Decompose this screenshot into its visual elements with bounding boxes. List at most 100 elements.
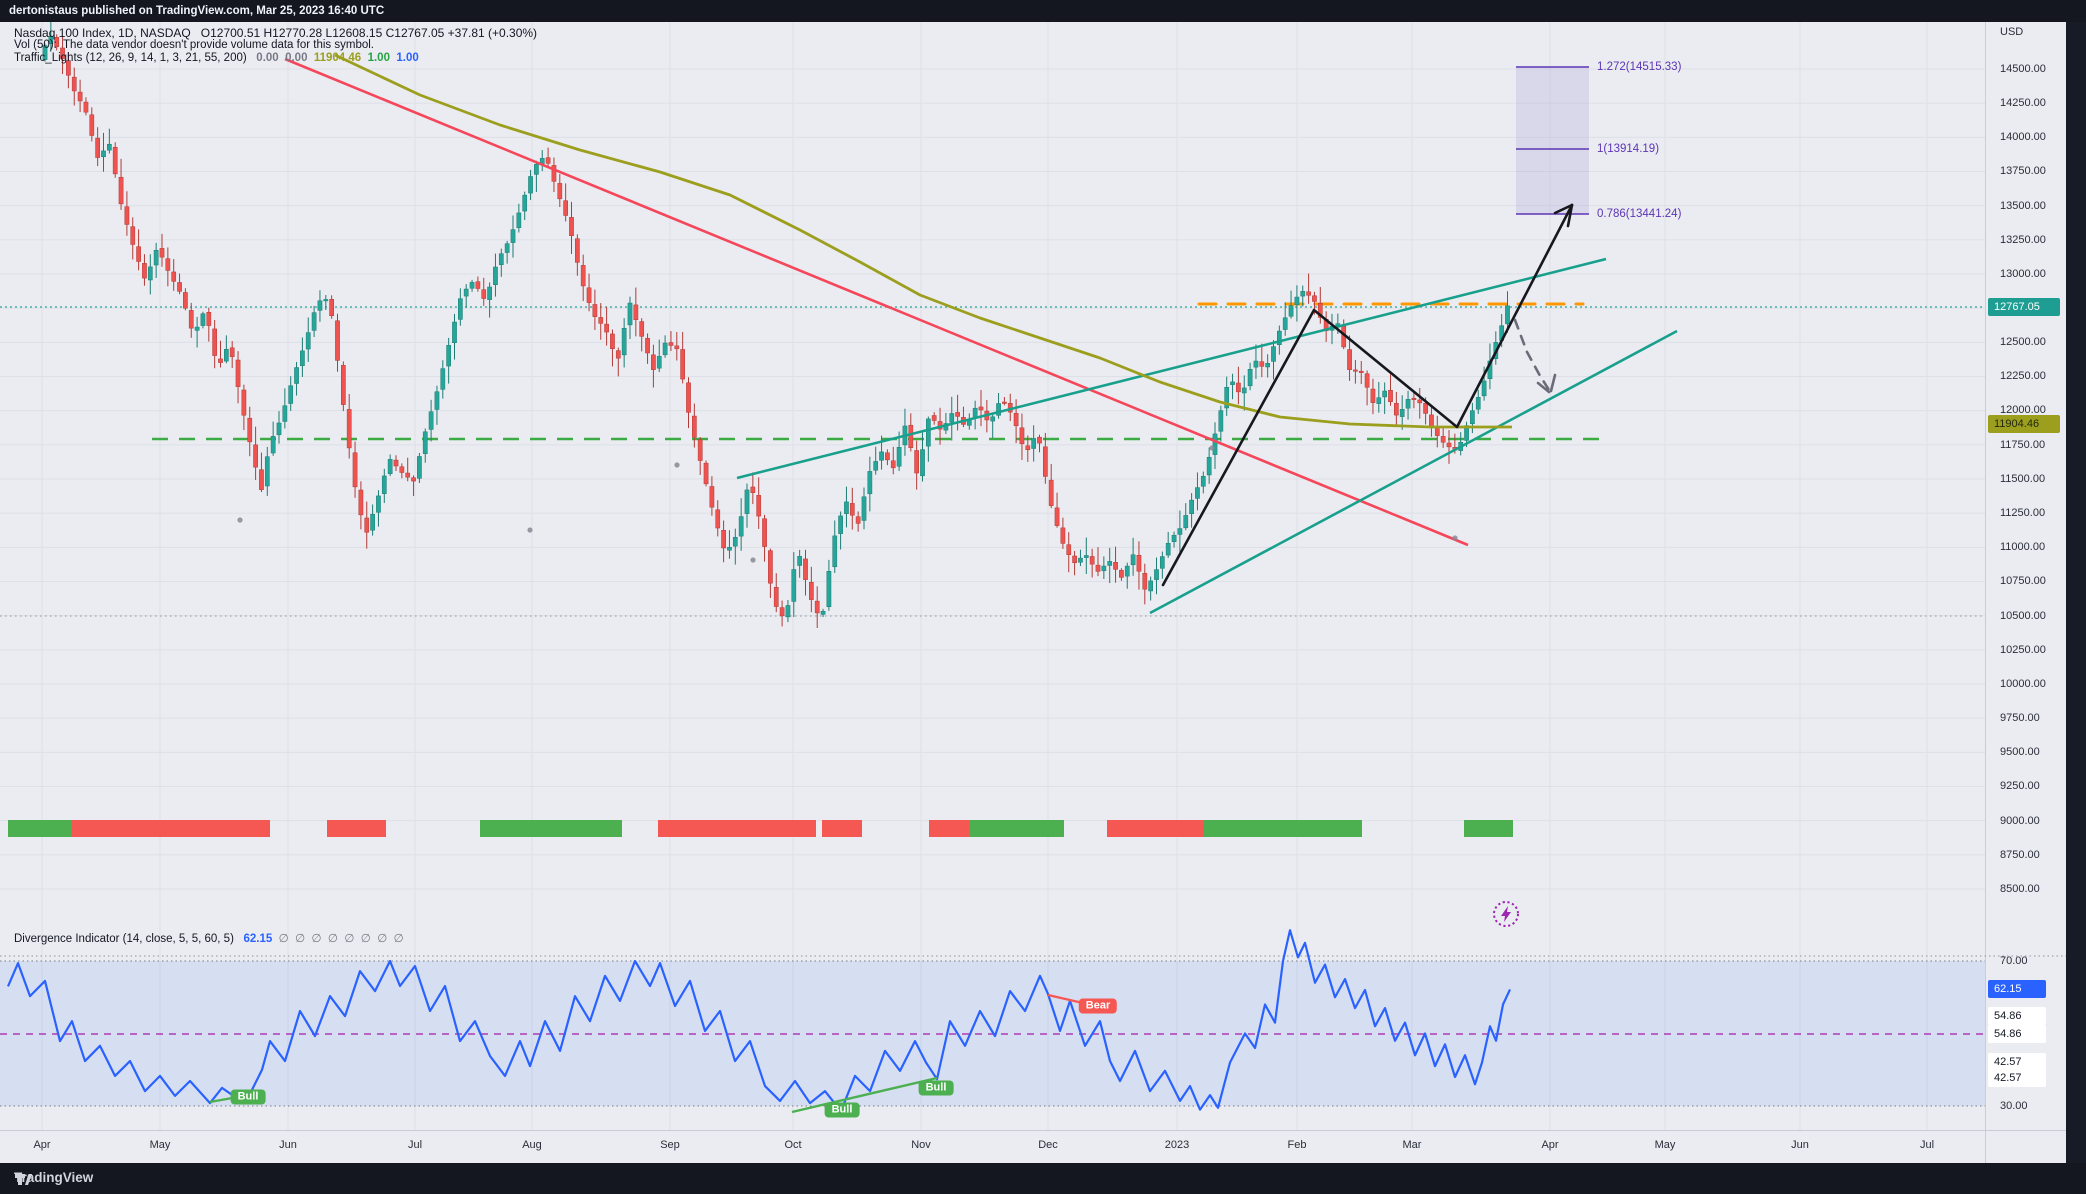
arrowhead-stroke bbox=[1553, 203, 1574, 215]
bull-signal-badge: Bull bbox=[230, 1089, 266, 1105]
candle-body bbox=[341, 365, 346, 405]
time-axis-label[interactable]: Jun bbox=[279, 1139, 297, 1151]
time-axis-label[interactable]: Aug bbox=[522, 1139, 542, 1151]
time-axis[interactable]: Apr May Jun Jul Aug Sep Oct Nov Dec 2023 Feb Mar Apr… bbox=[0, 1130, 2066, 1164]
fib-extension-box bbox=[1516, 67, 1589, 214]
traffic-lights-label[interactable]: Traffic_Lights (12, 26, 9, 14, 1, 3, 21,… bbox=[14, 52, 247, 64]
time-axis-label[interactable]: Jul bbox=[1919, 1139, 1935, 1151]
candle-body bbox=[422, 431, 428, 454]
candle-body bbox=[738, 516, 744, 537]
tradingview-logo[interactable]: TradingView bbox=[14, 1170, 93, 1185]
candle-body bbox=[1048, 479, 1054, 506]
candle-body bbox=[364, 517, 370, 533]
candle-body bbox=[575, 238, 580, 263]
divergence-indicator-row[interactable]: Divergence Indicator (14, close, 5, 5, 6… bbox=[14, 931, 404, 945]
data-gap-dot bbox=[1209, 445, 1215, 451]
candle-body bbox=[955, 412, 960, 417]
main-chart-canvas[interactable] bbox=[0, 22, 2066, 1163]
candle-body bbox=[1353, 369, 1358, 372]
time-axis-label[interactable]: Jun bbox=[1791, 1139, 1809, 1151]
candle-body bbox=[1382, 390, 1388, 398]
candle-body bbox=[692, 415, 697, 438]
time-axis-label[interactable]: Dec bbox=[1038, 1139, 1058, 1151]
candle-body bbox=[645, 337, 650, 354]
divergence-null-value: ∅ bbox=[272, 933, 289, 945]
divergence-null-value: ∅ bbox=[370, 933, 388, 945]
candle-body bbox=[247, 417, 253, 443]
traffic-light-segment bbox=[929, 820, 969, 837]
candle-body bbox=[1113, 562, 1118, 570]
candle-body bbox=[861, 496, 867, 521]
candle-body bbox=[165, 258, 171, 271]
candle-body bbox=[1259, 361, 1265, 367]
volume-indicator-label[interactable]: Vol (50) bbox=[14, 39, 54, 51]
divergence-null-value: ∅ bbox=[387, 933, 404, 945]
divergence-indicator-label[interactable]: Divergence Indicator (14, close, 5, 5, 6… bbox=[14, 933, 234, 945]
candle-body bbox=[1411, 397, 1417, 400]
candle-body bbox=[1429, 414, 1434, 427]
candle-body bbox=[329, 299, 334, 317]
candle-body bbox=[832, 535, 838, 568]
traffic-lights-value: 0.00 bbox=[278, 52, 308, 64]
time-axis-label[interactable]: Jul bbox=[407, 1139, 423, 1151]
traffic-light-segment bbox=[1107, 820, 1204, 837]
candle-body bbox=[393, 459, 399, 467]
indicator-value-badge: 54.86 bbox=[1988, 1025, 2046, 1043]
candle-body bbox=[159, 248, 165, 258]
candle-body bbox=[1399, 409, 1405, 417]
time-axis-label[interactable]: Mar bbox=[1402, 1139, 1422, 1151]
traffic-lights-value: 11904.46 bbox=[307, 52, 362, 64]
traffic-lights-indicator-row[interactable]: Traffic_Lights (12, 26, 9, 14, 1, 3, 21,… bbox=[14, 52, 419, 64]
indicator-axis-label: 30.00 bbox=[2000, 1100, 2028, 1112]
candle-body bbox=[697, 439, 703, 461]
divergence-null-value: ∅ bbox=[288, 933, 306, 945]
candle-body bbox=[1171, 534, 1177, 543]
candle-body bbox=[1019, 427, 1025, 445]
candle-body bbox=[1089, 556, 1095, 565]
candle-body bbox=[300, 350, 305, 366]
candle-body bbox=[1423, 403, 1428, 414]
candle-body bbox=[446, 345, 451, 367]
time-axis-label[interactable]: Nov bbox=[911, 1139, 931, 1151]
time-axis-label[interactable]: May bbox=[149, 1139, 171, 1151]
time-axis-label[interactable]: Oct bbox=[784, 1139, 802, 1151]
candle-body bbox=[475, 281, 481, 289]
candle-body bbox=[89, 114, 95, 136]
candle-body bbox=[1195, 487, 1200, 499]
candle-body bbox=[610, 333, 615, 349]
candle-body bbox=[920, 449, 925, 477]
time-axis-label[interactable]: 2023 bbox=[1164, 1139, 1190, 1151]
time-axis-label[interactable]: Apr bbox=[33, 1139, 51, 1151]
candle-body bbox=[206, 312, 212, 326]
pullback-arrowhead bbox=[1549, 373, 1557, 393]
price-axis-label: 10250.00 bbox=[2000, 644, 2046, 656]
time-axis-label[interactable]: Apr bbox=[1541, 1139, 1559, 1151]
candle-body bbox=[118, 176, 124, 205]
traffic-light-segment bbox=[72, 820, 270, 837]
candle-body bbox=[417, 456, 422, 479]
candle-body bbox=[990, 416, 996, 422]
chart-pane-background[interactable] bbox=[0, 22, 2066, 1130]
price-axis-label: 11000.00 bbox=[2000, 541, 2046, 553]
candle-body bbox=[1095, 564, 1101, 572]
divergence-line bbox=[6, 929, 1511, 1113]
candle-body bbox=[229, 347, 235, 357]
candle-body bbox=[317, 300, 323, 311]
candle-body bbox=[463, 288, 469, 297]
symbol-title[interactable]: Nasdaq 100 Index, 1D, NASDAQ bbox=[14, 26, 191, 40]
symbol-header-row[interactable]: Nasdaq 100 Index, 1D, NASDAQ O12700.51 H… bbox=[14, 26, 537, 40]
price-axis-label: 14500.00 bbox=[2000, 63, 2046, 75]
traffic-light-segment bbox=[480, 820, 622, 837]
indicator-value-badge: 62.15 bbox=[1988, 980, 2046, 998]
time-axis-label[interactable]: Feb bbox=[1287, 1139, 1307, 1151]
candle-body bbox=[744, 489, 750, 514]
candle-body bbox=[1043, 446, 1048, 477]
candle-body bbox=[305, 332, 311, 350]
volume-indicator-row[interactable]: Vol (50): The data vendor doesn't provid… bbox=[14, 39, 374, 51]
candle-body bbox=[1306, 291, 1311, 296]
candle-body bbox=[680, 349, 685, 380]
ohlc-values: O12700.51 H12770.28 L12608.15 C12767.05 … bbox=[200, 26, 538, 40]
candle-body bbox=[686, 382, 691, 413]
time-axis-label[interactable]: Sep bbox=[660, 1139, 680, 1151]
time-axis-label[interactable]: May bbox=[1654, 1139, 1676, 1151]
